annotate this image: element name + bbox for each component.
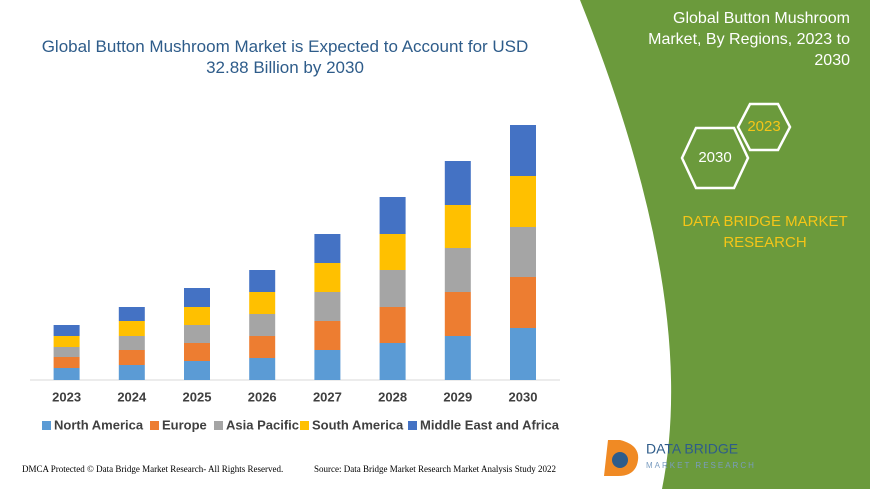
logo-tagline: MARKET RESEARCH bbox=[646, 461, 756, 470]
bar-segment bbox=[249, 358, 276, 380]
bar-segment bbox=[184, 288, 210, 307]
x-tick-label: 2027 bbox=[313, 389, 342, 404]
hex-label: 2030 bbox=[698, 149, 731, 166]
logo-name: DATA BRIDGE bbox=[646, 441, 738, 457]
x-tick-label: 2030 bbox=[509, 389, 538, 404]
bar-segment bbox=[444, 248, 471, 292]
x-tick-label: 2023 bbox=[52, 389, 81, 404]
bar-segment bbox=[510, 227, 536, 277]
bar-segment bbox=[510, 328, 536, 380]
hexagon bbox=[680, 126, 750, 190]
bar-segment bbox=[118, 321, 145, 336]
bar-segment bbox=[53, 357, 80, 368]
bar-segment bbox=[53, 325, 80, 336]
legend-label: North America bbox=[54, 417, 144, 432]
legend-label: Middle East and Africa bbox=[420, 417, 560, 432]
bar-segment bbox=[510, 125, 536, 176]
legend-swatch bbox=[150, 421, 159, 430]
legend-label: South America bbox=[312, 417, 404, 432]
bar-segment bbox=[184, 307, 210, 325]
bar-segment bbox=[510, 277, 536, 328]
hex-label: 2023 bbox=[747, 118, 780, 135]
bar-segment bbox=[249, 314, 276, 336]
x-tick-label: 2024 bbox=[117, 389, 147, 404]
legend-label: Asia Pacific bbox=[226, 417, 299, 432]
bar-segment bbox=[379, 234, 406, 270]
chart-title: Global Button Mushroom Market is Expecte… bbox=[41, 37, 529, 77]
legend-swatch bbox=[214, 421, 223, 430]
logo-mark bbox=[612, 452, 628, 468]
bar-segment bbox=[444, 205, 471, 248]
side-panel bbox=[580, 0, 870, 489]
bar-segment bbox=[379, 270, 406, 307]
x-tick-label: 2029 bbox=[443, 389, 472, 404]
bar-segment bbox=[53, 368, 80, 380]
bar-segment bbox=[118, 307, 145, 321]
bar-segment bbox=[249, 336, 276, 358]
bar-segment bbox=[184, 325, 210, 343]
bar-segment bbox=[184, 361, 210, 380]
bar-segment bbox=[184, 343, 210, 361]
x-tick-label: 2026 bbox=[248, 389, 277, 404]
x-tick-label: 2025 bbox=[183, 389, 212, 404]
bar-segment bbox=[444, 161, 471, 205]
bar-segment bbox=[314, 350, 341, 380]
x-tick-label: 2028 bbox=[378, 389, 407, 404]
bar-segment bbox=[118, 350, 145, 365]
bar-segment bbox=[379, 343, 406, 380]
bar-segment bbox=[379, 197, 406, 234]
bar-segment bbox=[249, 270, 276, 292]
bar-segment bbox=[53, 347, 80, 357]
bar-segment bbox=[118, 365, 145, 380]
hexagon bbox=[736, 102, 792, 152]
panel-title: Global Button Mushroom Market, By Region… bbox=[648, 10, 850, 69]
bar-segment bbox=[249, 292, 276, 314]
bar-segment bbox=[379, 307, 406, 343]
legend-swatch bbox=[300, 421, 309, 430]
footer-right: Source: Data Bridge Market Research Mark… bbox=[314, 464, 556, 474]
brand: DATA BRIDGE MARKET RESEARCH bbox=[682, 213, 848, 251]
legend-label: Europe bbox=[162, 417, 207, 432]
bar-segment bbox=[444, 292, 471, 336]
bar-segment bbox=[53, 336, 80, 347]
footer-left: DMCA Protected © Data Bridge Market Rese… bbox=[22, 464, 283, 474]
legend-swatch bbox=[42, 421, 51, 430]
bar-segment bbox=[314, 321, 341, 350]
bar-segment bbox=[314, 234, 341, 263]
bar-segment bbox=[314, 292, 341, 321]
bar-segment bbox=[444, 336, 471, 380]
legend-swatch bbox=[408, 421, 417, 430]
bar-segment bbox=[118, 336, 145, 350]
bar-segment bbox=[510, 176, 536, 227]
bar-segment bbox=[314, 263, 341, 292]
